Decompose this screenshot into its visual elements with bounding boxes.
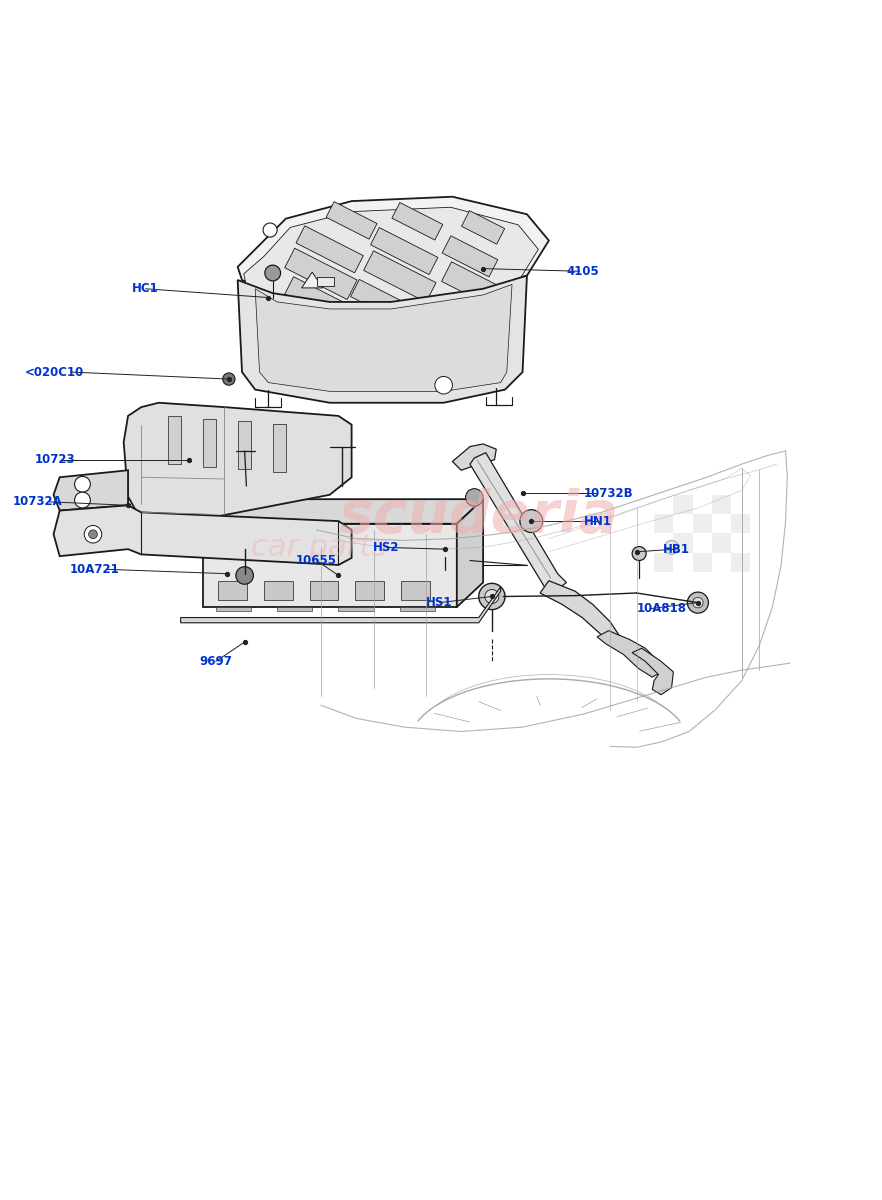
Text: 10732B: 10732B: [584, 486, 633, 499]
Polygon shape: [326, 202, 377, 239]
Circle shape: [257, 485, 271, 499]
Polygon shape: [277, 607, 312, 611]
Polygon shape: [597, 631, 662, 677]
Text: HS2: HS2: [373, 541, 400, 554]
Bar: [731, 514, 751, 533]
Polygon shape: [237, 421, 250, 469]
Text: 10723: 10723: [34, 454, 76, 467]
Circle shape: [263, 223, 277, 238]
Polygon shape: [54, 470, 128, 510]
Text: 10A818: 10A818: [637, 602, 686, 616]
Circle shape: [84, 526, 101, 544]
Text: 10655: 10655: [296, 554, 337, 568]
Circle shape: [437, 541, 453, 557]
Polygon shape: [285, 248, 357, 300]
Polygon shape: [392, 203, 443, 240]
Bar: [712, 494, 731, 514]
Text: <020C10: <020C10: [25, 366, 84, 378]
Polygon shape: [302, 272, 323, 288]
Polygon shape: [461, 211, 505, 244]
Circle shape: [687, 592, 708, 613]
Text: HS1: HS1: [426, 596, 452, 610]
Polygon shape: [296, 226, 363, 272]
Circle shape: [466, 488, 483, 506]
Bar: [654, 553, 673, 572]
Bar: [692, 514, 712, 533]
Polygon shape: [219, 581, 247, 600]
Polygon shape: [540, 581, 619, 644]
Polygon shape: [54, 505, 352, 565]
Polygon shape: [273, 424, 286, 472]
Polygon shape: [243, 208, 538, 307]
Polygon shape: [400, 581, 430, 600]
Circle shape: [237, 486, 255, 504]
Text: 4105: 4105: [566, 265, 599, 277]
Polygon shape: [632, 648, 673, 695]
Polygon shape: [400, 607, 435, 611]
Polygon shape: [123, 403, 352, 521]
Text: scuderia: scuderia: [339, 488, 619, 545]
Text: car parts: car parts: [250, 533, 387, 562]
Polygon shape: [457, 499, 483, 607]
Circle shape: [235, 566, 253, 584]
Circle shape: [485, 589, 499, 604]
Circle shape: [75, 476, 90, 492]
Text: 9697: 9697: [199, 655, 232, 668]
Polygon shape: [203, 523, 457, 607]
Polygon shape: [216, 607, 250, 611]
Circle shape: [223, 373, 235, 385]
Polygon shape: [203, 419, 216, 467]
Text: HN1: HN1: [584, 515, 612, 528]
Polygon shape: [237, 276, 527, 403]
Polygon shape: [181, 587, 501, 623]
Bar: [712, 533, 731, 553]
Circle shape: [692, 598, 703, 608]
Polygon shape: [310, 581, 339, 600]
Bar: [692, 553, 712, 572]
Circle shape: [88, 530, 97, 539]
Polygon shape: [264, 581, 293, 600]
Polygon shape: [470, 452, 566, 589]
Circle shape: [664, 540, 678, 554]
Bar: [654, 514, 673, 533]
Text: HB1: HB1: [663, 542, 690, 556]
Polygon shape: [452, 444, 497, 470]
Bar: [673, 494, 692, 514]
Polygon shape: [255, 284, 512, 391]
Polygon shape: [350, 280, 414, 324]
Polygon shape: [442, 262, 498, 305]
Circle shape: [519, 510, 542, 533]
Polygon shape: [237, 197, 549, 302]
Circle shape: [632, 546, 647, 560]
Bar: [673, 533, 692, 553]
Text: 10732A: 10732A: [12, 496, 63, 509]
Circle shape: [479, 583, 505, 610]
Circle shape: [265, 265, 280, 281]
Text: 10A721: 10A721: [70, 563, 119, 576]
Circle shape: [435, 377, 452, 394]
Circle shape: [75, 492, 90, 508]
Polygon shape: [339, 607, 373, 611]
Polygon shape: [203, 499, 483, 523]
Circle shape: [501, 283, 513, 295]
Text: HC1: HC1: [132, 282, 159, 295]
Polygon shape: [363, 251, 436, 302]
Polygon shape: [285, 277, 348, 322]
Polygon shape: [442, 236, 497, 277]
Polygon shape: [355, 581, 384, 600]
Polygon shape: [318, 277, 334, 286]
Polygon shape: [370, 228, 437, 275]
Polygon shape: [168, 416, 181, 464]
Bar: [731, 553, 751, 572]
